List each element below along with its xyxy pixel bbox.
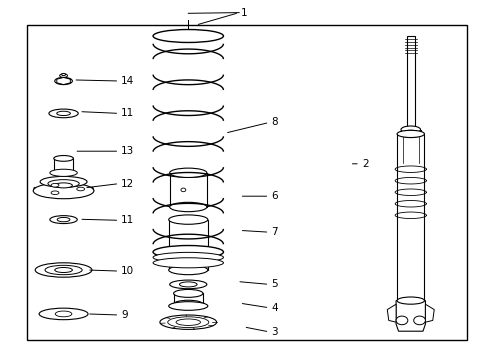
Polygon shape xyxy=(425,304,433,322)
Polygon shape xyxy=(173,293,203,304)
Ellipse shape xyxy=(181,188,185,192)
Text: 3: 3 xyxy=(271,327,278,337)
Ellipse shape xyxy=(176,319,200,325)
Text: 9: 9 xyxy=(121,310,128,320)
Ellipse shape xyxy=(169,280,206,289)
Text: 14: 14 xyxy=(121,76,134,86)
Ellipse shape xyxy=(168,215,207,224)
Ellipse shape xyxy=(50,216,77,224)
Ellipse shape xyxy=(35,263,92,277)
Ellipse shape xyxy=(173,300,203,308)
Ellipse shape xyxy=(400,130,420,138)
Ellipse shape xyxy=(168,302,207,310)
Ellipse shape xyxy=(167,317,208,328)
Ellipse shape xyxy=(160,315,216,329)
Ellipse shape xyxy=(400,126,420,133)
Polygon shape xyxy=(33,187,39,193)
Ellipse shape xyxy=(50,169,77,176)
Ellipse shape xyxy=(168,265,207,275)
Ellipse shape xyxy=(173,289,203,297)
Polygon shape xyxy=(88,187,94,193)
Polygon shape xyxy=(386,304,395,322)
Ellipse shape xyxy=(49,109,78,118)
Text: 11: 11 xyxy=(121,215,134,225)
Bar xyxy=(27,25,466,340)
Polygon shape xyxy=(54,158,73,173)
Text: 2: 2 xyxy=(361,159,368,169)
Ellipse shape xyxy=(413,316,425,325)
Ellipse shape xyxy=(169,168,206,177)
Ellipse shape xyxy=(55,311,72,317)
Ellipse shape xyxy=(55,267,72,273)
Ellipse shape xyxy=(51,184,59,187)
Polygon shape xyxy=(395,301,425,331)
Text: 13: 13 xyxy=(121,146,134,156)
Polygon shape xyxy=(396,134,424,301)
Ellipse shape xyxy=(55,183,72,188)
Ellipse shape xyxy=(396,130,424,138)
Ellipse shape xyxy=(179,282,197,287)
Ellipse shape xyxy=(54,156,73,161)
Ellipse shape xyxy=(396,297,424,304)
Polygon shape xyxy=(168,220,207,270)
Ellipse shape xyxy=(153,258,223,268)
Text: 7: 7 xyxy=(271,227,278,237)
Ellipse shape xyxy=(61,73,65,76)
Text: 1: 1 xyxy=(241,8,247,18)
Polygon shape xyxy=(400,130,420,134)
Ellipse shape xyxy=(57,217,70,222)
Ellipse shape xyxy=(33,183,94,199)
Text: 10: 10 xyxy=(121,266,134,276)
Ellipse shape xyxy=(153,252,223,262)
Ellipse shape xyxy=(153,30,223,42)
Ellipse shape xyxy=(51,191,59,194)
Ellipse shape xyxy=(57,111,70,116)
Ellipse shape xyxy=(54,170,73,176)
Text: 11: 11 xyxy=(121,108,134,118)
Text: 4: 4 xyxy=(271,303,278,313)
Polygon shape xyxy=(169,173,206,207)
Text: 12: 12 xyxy=(121,179,134,189)
Polygon shape xyxy=(406,36,414,130)
Ellipse shape xyxy=(39,308,88,320)
Ellipse shape xyxy=(153,246,223,258)
Ellipse shape xyxy=(45,265,82,275)
Ellipse shape xyxy=(169,202,206,212)
Text: 8: 8 xyxy=(271,117,278,127)
Text: 6: 6 xyxy=(271,191,278,201)
Ellipse shape xyxy=(40,176,87,187)
Ellipse shape xyxy=(48,180,79,188)
Ellipse shape xyxy=(55,77,72,85)
Text: 5: 5 xyxy=(271,279,278,289)
Ellipse shape xyxy=(77,187,84,191)
Ellipse shape xyxy=(60,74,67,77)
Ellipse shape xyxy=(395,316,407,325)
